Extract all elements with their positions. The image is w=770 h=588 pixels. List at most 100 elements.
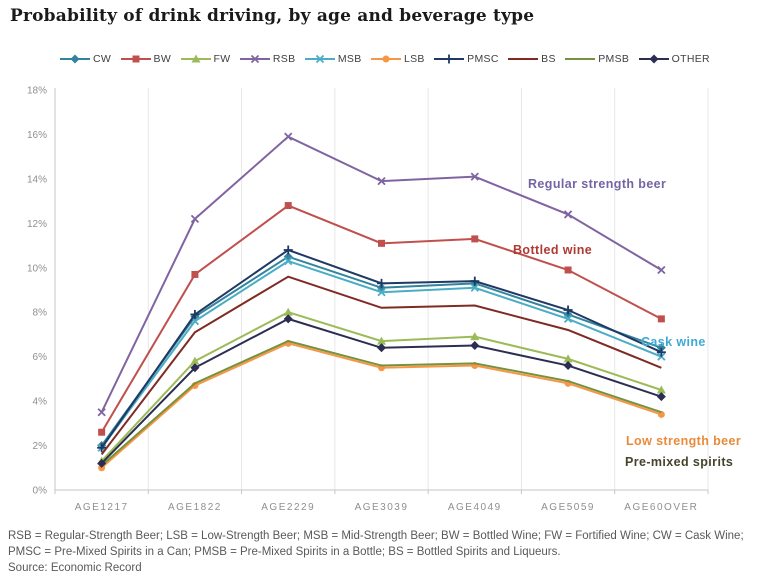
x-tick-label: AGE4049 (448, 502, 502, 513)
series-marker-MSB (190, 316, 200, 326)
legend-label-BW: BW (153, 53, 172, 65)
legend-swatch-MSB (304, 54, 335, 64)
legend-item-LSB: LSB (370, 53, 425, 65)
legend-swatch-RSB (239, 54, 270, 64)
legend-item-MSB: MSB (304, 53, 362, 65)
legend-swatch-LSB (370, 55, 401, 63)
series-marker-BW (657, 315, 665, 323)
legend-item-PMSC: PMSC (434, 53, 499, 65)
legend-swatch-FW (180, 54, 211, 63)
series-marker-OTHER (470, 341, 480, 351)
legend-label-PMSB: PMSB (598, 53, 630, 65)
annotation-pre-mixed-spirits: Pre-mixed spirits (625, 455, 733, 469)
y-tick-label: 16% (27, 130, 47, 141)
series-marker-FW (563, 354, 573, 363)
annotation-regular-strength-beer: Regular strength beer (528, 177, 666, 191)
series-marker-FW (283, 307, 293, 316)
series-marker-MSB (563, 314, 573, 324)
series-line-PMSB (100, 340, 662, 467)
y-tick-label: 10% (27, 263, 47, 274)
legend-item-FW: FW (180, 53, 231, 65)
legend-swatch-BS (508, 58, 539, 60)
series-marker-MSB (284, 256, 293, 266)
legend: CW BW FW RSB MSB LSB PMSC BS PMSB OTHER (60, 53, 710, 65)
series-marker-FW (377, 336, 386, 345)
legend-marker-RSB (250, 54, 260, 64)
series-marker-RSB (97, 408, 106, 417)
legend-swatch-PMSC (434, 54, 465, 64)
legend-label-PMSC: PMSC (467, 53, 499, 65)
legend-label-CW: CW (93, 53, 112, 65)
y-tick-label: 2% (33, 441, 48, 452)
x-tick-label: AGE1217 (75, 502, 129, 513)
x-tick-label: AGE5059 (541, 502, 595, 513)
series-marker-BW (191, 270, 199, 278)
legend-item-OTHER: OTHER (638, 53, 710, 65)
legend-item-BS: BS (508, 53, 556, 65)
legend-marker-FW (191, 54, 201, 63)
series-marker-OTHER (190, 363, 200, 373)
x-tick-label: AGE3039 (355, 502, 409, 513)
series-marker-OTHER (656, 392, 666, 402)
y-tick-label: 14% (27, 174, 47, 185)
series-marker-OTHER (283, 314, 293, 324)
legend-label-FW: FW (213, 53, 231, 65)
series-marker-CW (283, 252, 293, 262)
series-marker-BW (98, 428, 106, 436)
series-marker-RSB (657, 265, 666, 275)
series-marker-RSB (377, 176, 386, 186)
x-tick-label: AGE60OVER (624, 502, 698, 513)
legend-item-PMSB: PMSB (565, 53, 629, 65)
series-marker-RSB (284, 132, 293, 141)
series-marker-BW (471, 235, 479, 243)
legend-marker-CW (70, 54, 80, 64)
series-marker-OTHER (97, 458, 107, 468)
series-marker-OTHER (563, 361, 573, 371)
series-marker-LSB (657, 410, 665, 418)
series-marker-RSB (190, 214, 200, 224)
y-tick-label: 0% (33, 486, 48, 497)
legend-item-BW: BW (120, 53, 172, 65)
x-tick-label: AGE1822 (168, 502, 222, 513)
x-tick-label: AGE2229 (261, 502, 315, 513)
legend-marker-OTHER (649, 54, 659, 64)
y-tick-label: 12% (27, 219, 47, 230)
y-tick-label: 18% (27, 86, 47, 97)
y-tick-label: 8% (33, 308, 48, 319)
annotation-cask-wine: Cask wine (641, 335, 706, 349)
annotation-bottled-wine: Bottled wine (513, 243, 592, 257)
line-chart: 0% 2% 4% 6% 8% 10% 12% 14% 16% 18% AGE1217 AGE1822 A… (27, 86, 741, 514)
y-tick-label: 6% (33, 352, 48, 363)
series-marker-BW (378, 239, 385, 247)
legend-marker-BW (132, 55, 140, 63)
series-marker-FW (190, 356, 200, 365)
series-marker-OTHER (377, 343, 386, 353)
series-marker-MSB (470, 283, 479, 292)
legend-label-BS: BS (541, 53, 556, 65)
legend-swatch-CW (60, 54, 90, 64)
chart-title: Probability of drink driving, by age and… (10, 6, 535, 26)
series-marker-BW (564, 266, 572, 274)
annotation-low-strength-beer: Low strength beer (626, 434, 741, 448)
series-marker-RSB (563, 210, 573, 219)
series-marker-FW (656, 385, 666, 394)
legend-swatch-OTHER (638, 54, 669, 64)
series-marker-BW (284, 202, 292, 210)
series-marker-RSB (470, 172, 479, 181)
y-tick-label: 4% (33, 397, 48, 408)
series-marker-MSB (377, 288, 386, 297)
legend-item-CW: CW (60, 53, 111, 65)
legend-label-MSB: MSB (337, 53, 362, 65)
series-marker-FW (470, 332, 480, 341)
footnote-source: Source: Economic Record (8, 562, 142, 575)
legend-label-OTHER: OTHER (671, 53, 710, 65)
footnote-abbreviations: RSB = Regular-Strength Beer; LSB = Low-S… (8, 530, 744, 558)
series-line-BS (100, 275, 662, 456)
legend-label-LSB: LSB (403, 53, 425, 65)
legend-marker-LSB (382, 55, 390, 63)
legend-swatch-BW (120, 55, 151, 63)
legend-label-RSB: RSB (272, 53, 296, 65)
legend-swatch-PMSB (565, 58, 596, 60)
legend-marker-MSB (315, 54, 324, 64)
